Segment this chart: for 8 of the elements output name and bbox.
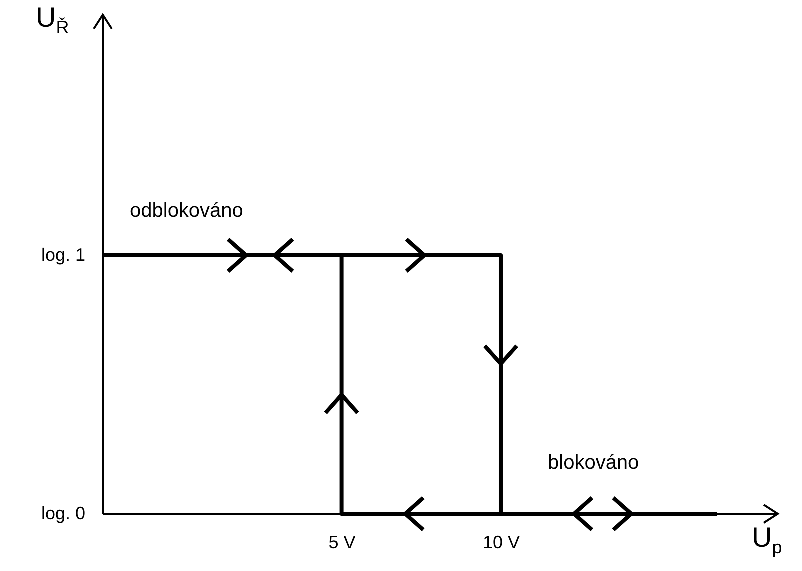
x-axis-title: U$_{p}$ bbox=[752, 522, 782, 559]
x-tick-label: 10 V bbox=[482, 532, 520, 552]
y-tick-label: log. 1 bbox=[41, 244, 86, 265]
x-tick-label: 5 V bbox=[328, 532, 356, 552]
y-tick-label: log. 0 bbox=[41, 504, 86, 524]
y-axis-title: U$_{Ř}$ bbox=[36, 2, 70, 39]
annotation: odblokováno bbox=[130, 200, 244, 223]
annotation: blokováno bbox=[548, 452, 640, 475]
